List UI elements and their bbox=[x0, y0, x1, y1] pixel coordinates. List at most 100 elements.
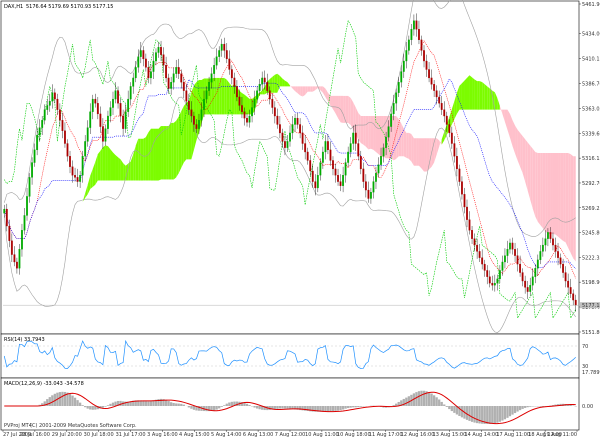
cloud-segment-bull bbox=[287, 82, 290, 87]
candle-bull bbox=[319, 162, 322, 176]
cloud-segment-bull bbox=[105, 145, 108, 181]
cloud-segment-bull bbox=[444, 124, 447, 141]
candle-bear bbox=[101, 126, 104, 142]
candle-bear bbox=[339, 181, 342, 186]
candle-bull bbox=[349, 143, 352, 153]
macd-histogram-bar bbox=[539, 406, 542, 407]
macd-histogram-bar bbox=[405, 397, 408, 406]
cloud-segment-bear bbox=[530, 145, 533, 209]
candle-bear bbox=[13, 254, 16, 263]
cloud-segment-bull bbox=[128, 161, 131, 181]
time-tick-label: 19 Aug 11:00 bbox=[543, 432, 577, 437]
cloud-segment-bull bbox=[224, 77, 227, 115]
cloud-segment-bear bbox=[315, 86, 318, 91]
candle-bear bbox=[337, 175, 339, 182]
macd-histogram-bar bbox=[159, 398, 163, 406]
candle-bull bbox=[412, 20, 415, 30]
candle-bear bbox=[94, 98, 97, 104]
cloud-segment-bear bbox=[535, 151, 538, 222]
macd-histogram-bar bbox=[167, 401, 170, 406]
time-tick-label: 28 Jul 16:00 bbox=[20, 432, 50, 437]
macd-histogram-bar bbox=[172, 402, 175, 406]
macd-histogram-bar bbox=[253, 406, 256, 408]
cloud-segment-bear bbox=[542, 153, 546, 232]
cloud-segment-bull bbox=[143, 137, 146, 181]
candle-bear bbox=[74, 175, 76, 178]
macd-histogram-bar bbox=[134, 400, 137, 406]
candle-bull bbox=[132, 77, 135, 87]
macd-histogram-bar bbox=[106, 405, 110, 406]
candle-bull bbox=[210, 73, 213, 83]
cloud-segment-bull bbox=[284, 80, 288, 87]
macd-histogram-bar bbox=[144, 401, 148, 406]
candle-bear bbox=[526, 287, 529, 292]
candle-bear bbox=[273, 107, 276, 117]
candle-bull bbox=[23, 215, 26, 231]
candle-bear bbox=[185, 90, 188, 102]
macd-histogram-bar bbox=[43, 401, 46, 406]
candle-bear bbox=[71, 166, 74, 176]
copyright-platform: PVProj MT4 bbox=[4, 423, 32, 429]
candle-bear bbox=[574, 299, 577, 306]
candle-bull bbox=[395, 92, 398, 104]
cloud-segment-bull bbox=[482, 82, 485, 110]
candle-bull bbox=[213, 65, 216, 74]
macd-histogram-bar bbox=[503, 406, 507, 420]
candle-bear bbox=[147, 67, 150, 79]
candle-bear bbox=[190, 109, 193, 117]
candle-bear bbox=[359, 156, 362, 170]
candle-bull bbox=[114, 90, 117, 100]
cloud-segment-bear bbox=[537, 153, 541, 225]
cloud-segment-bull bbox=[135, 138, 139, 181]
candle-bear bbox=[463, 194, 466, 208]
candle-bull bbox=[248, 115, 251, 123]
candle-bear bbox=[334, 168, 337, 176]
candle-bear bbox=[554, 244, 557, 252]
cloud-segment-bull bbox=[92, 162, 96, 187]
cloud-segment-bear bbox=[560, 153, 564, 241]
current-price-badge bbox=[580, 302, 600, 309]
macd-histogram-bar bbox=[541, 406, 545, 407]
macd-histogram-bar bbox=[129, 401, 132, 406]
macd-histogram-bar bbox=[425, 391, 428, 406]
cloud-segment-bear bbox=[360, 116, 364, 145]
cloud-segment-bear bbox=[565, 153, 569, 248]
cloud-segment-bear bbox=[552, 153, 556, 235]
cloud-segment-bear bbox=[558, 153, 561, 239]
candle-bear bbox=[332, 160, 334, 170]
candle-bear bbox=[486, 270, 489, 277]
price-tick-label: 5269.25 bbox=[582, 206, 600, 212]
candle-bear bbox=[468, 219, 471, 231]
cloud-segment-bear bbox=[365, 116, 369, 150]
cloud-segment-bear bbox=[358, 112, 361, 143]
upper-band-line bbox=[3, 0, 576, 237]
cloud-segment-bull bbox=[120, 159, 124, 181]
cloud-segment-bull bbox=[279, 75, 283, 87]
candle-bear bbox=[519, 263, 522, 273]
cloud-segment-bull bbox=[454, 92, 457, 120]
macd-histogram-bar bbox=[240, 402, 244, 406]
cloud-segment-bull bbox=[464, 77, 468, 110]
cloud-segment-bull bbox=[85, 184, 88, 198]
candle-bull bbox=[258, 84, 261, 91]
macd-histogram-bar bbox=[76, 400, 79, 406]
tenkan-sen-line bbox=[3, 40, 577, 279]
macd-histogram-bar bbox=[513, 406, 517, 414]
macd-histogram-bar bbox=[283, 406, 287, 409]
macd-histogram-bar bbox=[468, 406, 471, 421]
macd-histogram-bar bbox=[407, 396, 410, 406]
macd-histogram-bar bbox=[301, 406, 304, 411]
candle-bear bbox=[268, 90, 271, 100]
cloud-segment-bear bbox=[439, 139, 442, 147]
time-tick-label: 10 Aug 11:00 bbox=[305, 432, 339, 437]
candle-bull bbox=[205, 90, 208, 100]
cloud-segment-bull bbox=[155, 128, 159, 181]
candle-bear bbox=[357, 143, 360, 157]
cloud-segment-bear bbox=[368, 116, 371, 150]
candle-bull bbox=[531, 276, 534, 286]
candle-bull bbox=[112, 98, 114, 108]
cloud-segment-bull bbox=[226, 79, 230, 115]
candle-bear bbox=[284, 141, 286, 148]
candle-bull bbox=[89, 111, 92, 128]
